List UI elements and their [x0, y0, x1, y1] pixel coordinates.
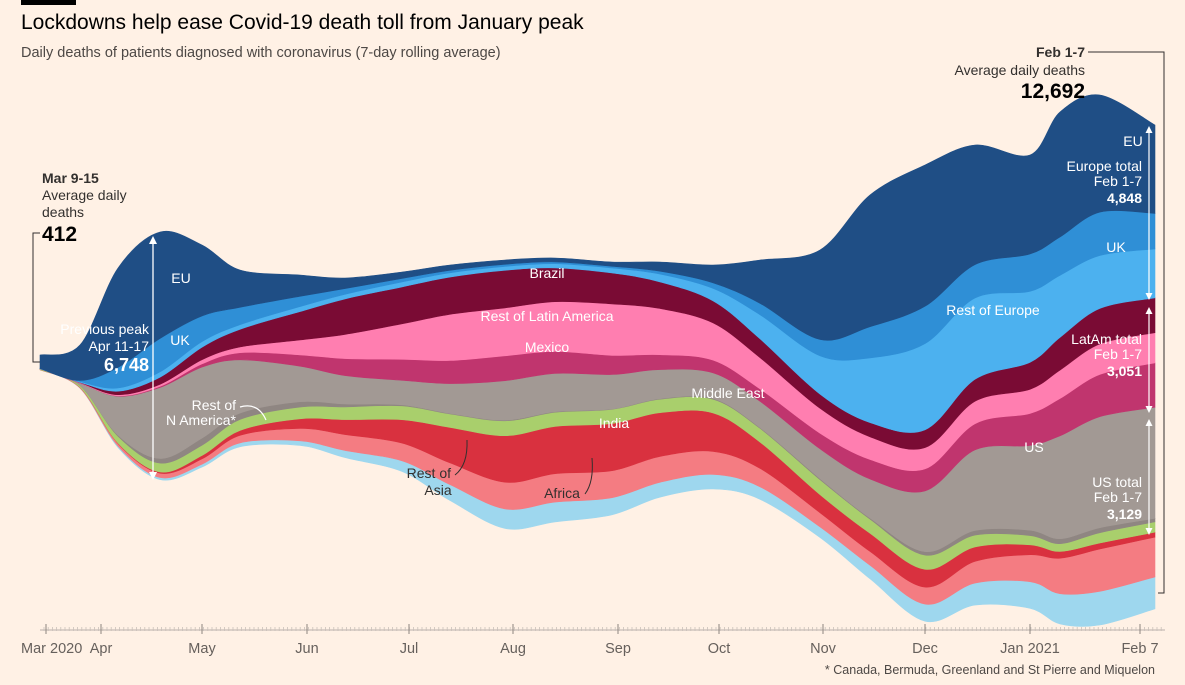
chart-title: Lockdowns help ease Covid-19 death toll … [21, 11, 584, 34]
brand-bar [21, 0, 76, 5]
peak-arrow-up [149, 236, 157, 244]
us-arrow-up [1145, 419, 1153, 426]
start-bracket [32, 232, 40, 363]
x-tick-label: May [188, 641, 216, 657]
latam-total-value: 3,051 [1107, 363, 1142, 379]
africa-leader [584, 457, 593, 495]
peak-arrow-down [149, 472, 157, 480]
peak-date: Apr 11-17 [89, 338, 150, 354]
x-tick-label: Nov [810, 641, 837, 657]
x-tick-label: Feb 7 [1121, 641, 1158, 657]
series-label-rest-of-asia-1: Rest of [407, 465, 451, 481]
x-tick-label: Jul [400, 641, 419, 657]
europe-arrow-down [1145, 293, 1153, 300]
series-label-rest-of-asia-2: Asia [424, 482, 451, 498]
europe-total-label: Europe total [1067, 158, 1143, 174]
start-date-label: Mar 9-15 [42, 170, 99, 186]
series-label-rest-of-latin-america: Rest of Latin America [480, 308, 613, 324]
series-label-india: India [599, 415, 630, 431]
peak-value: 6,748 [104, 355, 149, 375]
peak-label: Previous peak [60, 321, 150, 337]
x-tick-label: Jun [295, 641, 318, 657]
us-total-label: US total [1092, 474, 1142, 490]
series-label-mexico: Mexico [525, 339, 570, 355]
series-label-middle-east: Middle East [691, 385, 764, 401]
x-axis: Mar 2020 Apr May Jun Jul Aug Sep Oct Nov Dec Jan 2… [21, 624, 1165, 657]
series-label-eu: EU [1123, 133, 1142, 149]
start-label-line1: Average daily [42, 187, 127, 203]
rest-of-asia-leader [454, 439, 468, 476]
layer-eu [39, 94, 1156, 381]
x-tick-label: Jan 2021 [1000, 641, 1060, 657]
rest-of-n-america-leader [239, 405, 267, 421]
europe-total-value: 4,848 [1107, 190, 1142, 206]
x-tick-label: Sep [605, 641, 631, 657]
us-total-date: Feb 1-7 [1094, 489, 1142, 505]
start-value: 412 [42, 223, 77, 246]
series-label-uk: UK [1106, 239, 1126, 255]
latam-arrow-down [1145, 406, 1153, 413]
series-label-us: US [1024, 439, 1043, 455]
us-arrow-down [1145, 528, 1153, 535]
series-label-uk: UK [170, 332, 190, 348]
end-label: Average daily deaths [955, 62, 1086, 78]
x-tick-label: Mar 2020 [21, 641, 82, 657]
europe-arrow-up [1145, 126, 1153, 133]
x-tick-label: Dec [912, 641, 938, 657]
end-bracket [1088, 51, 1165, 594]
series-label-rest-of-n-america-2: N America* [166, 412, 237, 428]
stream-layers [39, 94, 1156, 627]
x-tick-label: Oct [708, 641, 731, 657]
end-value: 12,692 [1021, 80, 1085, 103]
series-label-brazil: Brazil [529, 265, 564, 281]
x-tick-label: Aug [500, 641, 526, 657]
end-date-label: Feb 1-7 [1036, 44, 1085, 60]
latam-total-date: Feb 1-7 [1094, 346, 1142, 362]
latam-total-label: LatAm total [1071, 331, 1142, 347]
start-label-line2: deaths [42, 204, 84, 220]
chart-subtitle: Daily deaths of patients diagnosed with … [21, 45, 501, 61]
series-label-eu: EU [171, 270, 190, 286]
latam-arrow-up [1145, 307, 1153, 314]
series-label-rest-of-europe: Rest of Europe [946, 302, 1040, 318]
series-label-africa: Africa [544, 485, 580, 501]
footnote: * Canada, Bermuda, Greenland and St Pier… [824, 663, 1155, 677]
x-tick-label: Apr [90, 641, 113, 657]
series-label-rest-of-n-america-1: Rest of [192, 397, 236, 413]
us-total-value: 3,129 [1107, 506, 1142, 522]
europe-total-date: Feb 1-7 [1094, 173, 1142, 189]
